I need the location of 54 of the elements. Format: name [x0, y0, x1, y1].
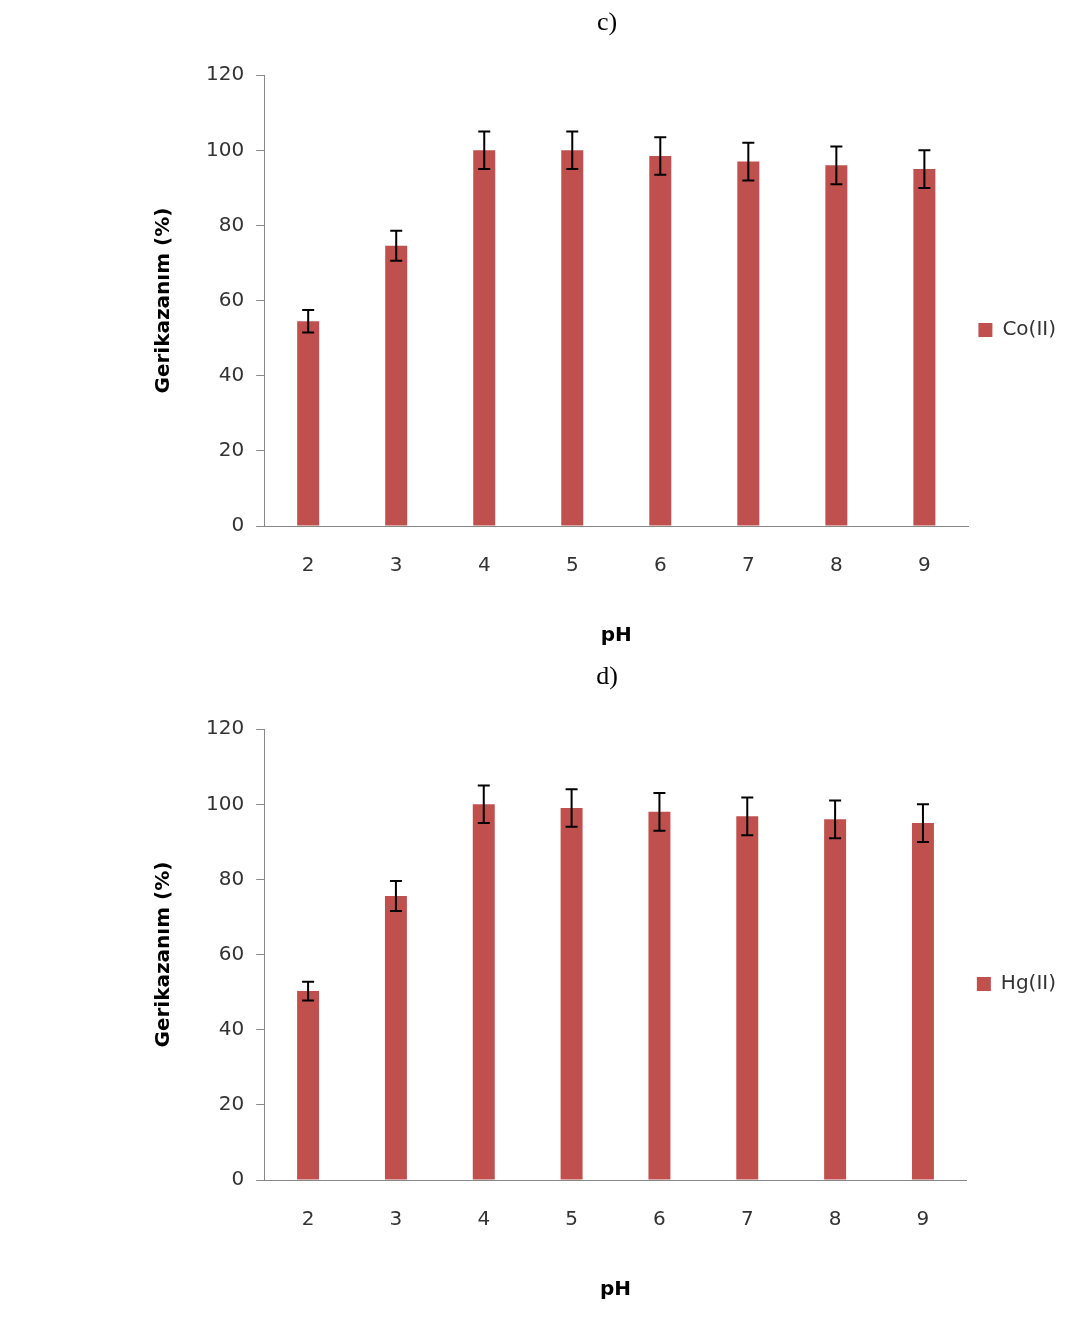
y-tick-label: 20 — [218, 437, 245, 462]
bar — [824, 819, 847, 1180]
y-tick-label: 80 — [218, 211, 245, 236]
bar — [561, 150, 584, 526]
y-tick-label: 100 — [205, 136, 245, 161]
bar — [384, 896, 407, 1180]
y-tick-label: 120 — [205, 715, 245, 740]
x-tick-label: 8 — [829, 552, 843, 577]
bar — [649, 155, 672, 526]
x-axis-title: pH — [599, 1276, 632, 1301]
x-tick-label: 7 — [741, 552, 755, 577]
y-tick-label: 0 — [231, 512, 245, 537]
bar — [736, 816, 759, 1180]
x-tick-label: 5 — [565, 1206, 578, 1231]
bar — [913, 169, 936, 526]
bar — [473, 150, 496, 526]
x-tick-label: 2 — [301, 1206, 315, 1231]
x-axis-title: pH — [600, 622, 632, 647]
x-tick-label: 4 — [477, 552, 491, 577]
x-tick-label: 4 — [477, 1206, 491, 1231]
legend-label: Hg(II) — [1000, 970, 1056, 995]
y-tick-label: 60 — [218, 286, 245, 311]
x-tick-label: 5 — [565, 552, 579, 577]
y-axis-title: Gerikazanım (%) — [150, 207, 175, 394]
bar — [385, 245, 408, 526]
chart-title: d) — [596, 661, 618, 691]
x-tick-label: 6 — [653, 1206, 666, 1231]
x-tick-label: 3 — [389, 552, 403, 577]
bar — [825, 165, 848, 526]
bar — [297, 321, 320, 526]
bar — [911, 823, 934, 1180]
y-tick-label: 40 — [218, 1015, 245, 1040]
bar — [297, 991, 320, 1180]
x-tick-label: 9 — [918, 552, 931, 577]
y-tick-label: 80 — [218, 865, 245, 890]
chart-title: c) — [596, 7, 618, 37]
y-tick-label: 60 — [218, 940, 245, 965]
bar — [648, 811, 671, 1180]
legend-label: Co(II) — [1002, 316, 1057, 341]
y-tick-label: 40 — [218, 361, 245, 386]
bar — [472, 804, 495, 1180]
y-tick-label: 20 — [218, 1091, 245, 1116]
x-tick-label: 8 — [828, 1206, 842, 1231]
bar — [560, 808, 583, 1180]
x-tick-label: 2 — [301, 552, 315, 577]
x-tick-label: 6 — [653, 552, 667, 577]
y-tick-label: 100 — [205, 790, 245, 815]
y-tick-label: 120 — [205, 61, 245, 86]
bar — [737, 161, 760, 526]
x-tick-label: 9 — [916, 1206, 930, 1231]
y-tick-label: 0 — [231, 1166, 245, 1191]
x-tick-label: 3 — [389, 1206, 403, 1231]
y-axis-title: Gerikazanım (%) — [150, 861, 175, 1048]
x-tick-label: 7 — [740, 1206, 754, 1231]
